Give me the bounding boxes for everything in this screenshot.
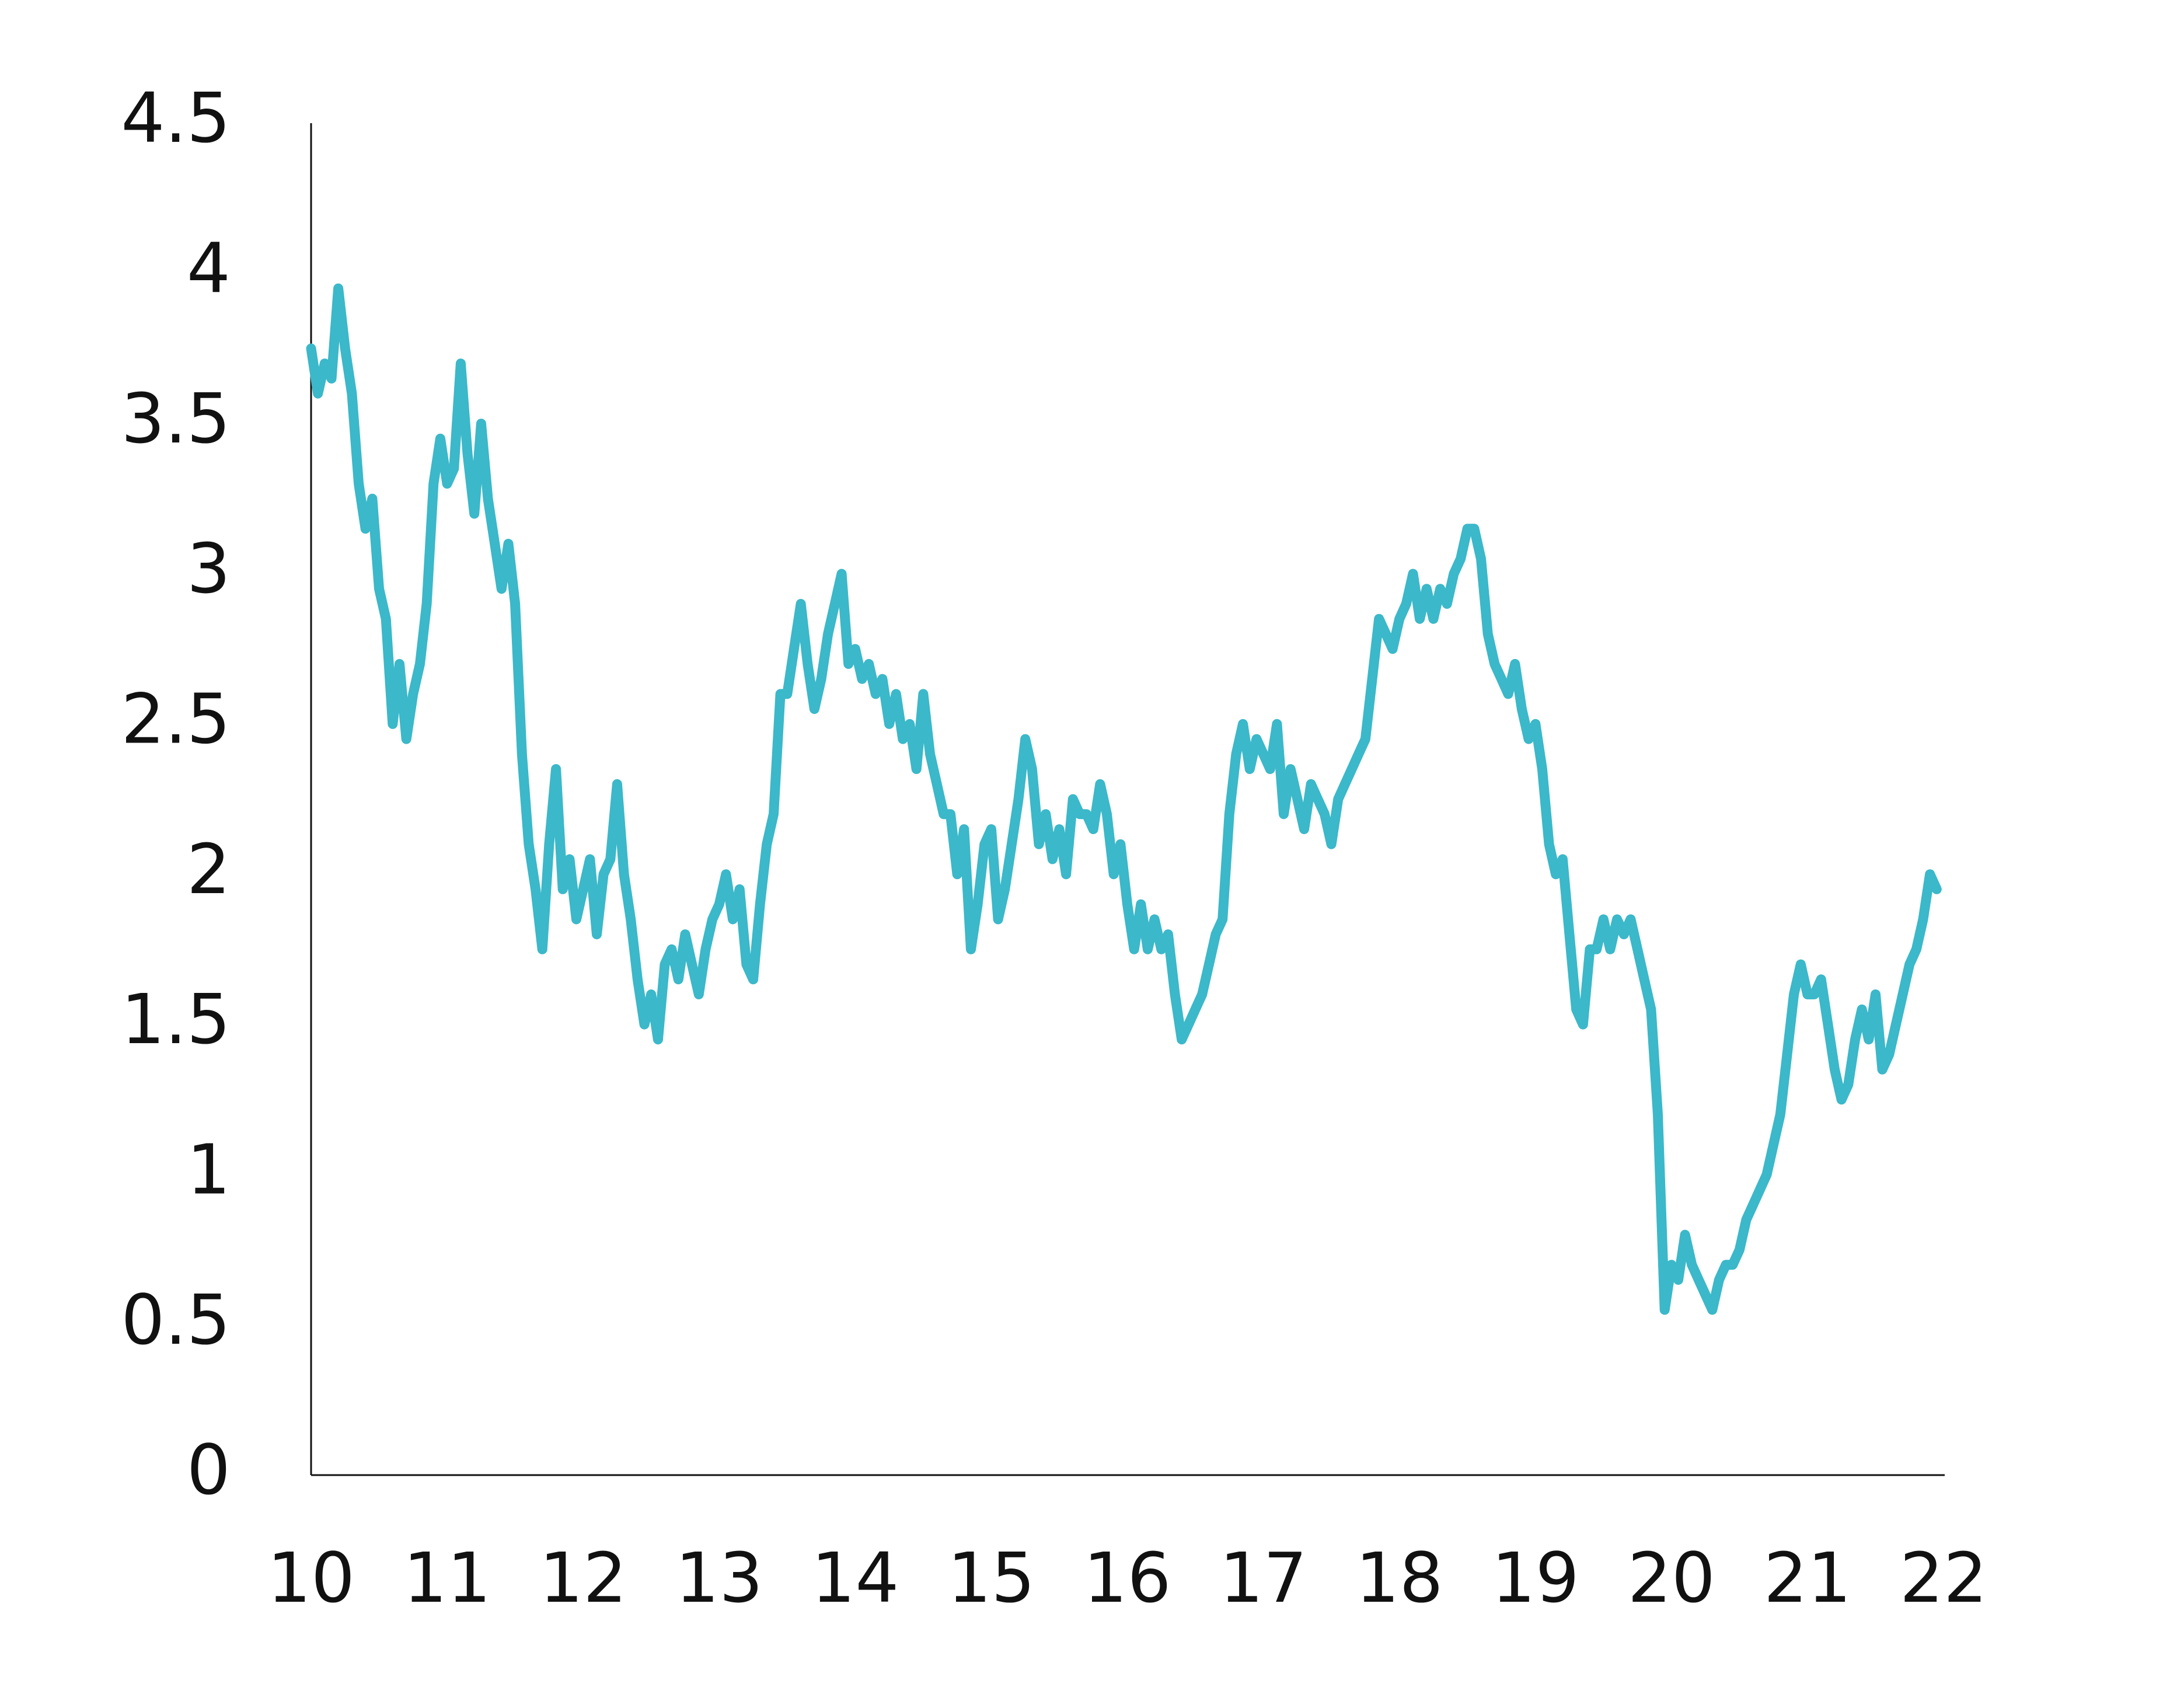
x-tick-label: 10	[267, 1538, 355, 1618]
x-tick-label: 15	[947, 1538, 1035, 1618]
x-tick-label: 13	[675, 1538, 763, 1618]
x-tick-label: 14	[811, 1538, 899, 1618]
x-tick-label: 18	[1356, 1538, 1443, 1618]
y-tick-label: 0.5	[121, 1280, 231, 1360]
y-tick-label: 4	[187, 228, 231, 309]
x-tick-label: 19	[1492, 1538, 1579, 1618]
y-tick-label: 0	[187, 1430, 231, 1510]
y-tick-label: 4.5	[121, 78, 231, 158]
x-tick-label: 12	[539, 1538, 627, 1618]
line-series	[306, 283, 1942, 1315]
x-tick-label: 11	[403, 1538, 491, 1618]
y-tick-label: 3.5	[121, 378, 231, 459]
y-tick-label: 2	[187, 829, 231, 909]
y-tick-label: 1.5	[121, 979, 231, 1059]
x-tick-label: 21	[1764, 1538, 1851, 1618]
x-tick-label: 22	[1900, 1538, 1987, 1618]
x-tick-label: 17	[1220, 1538, 1307, 1618]
x-tick-label: 20	[1628, 1538, 1715, 1618]
y-tick-label: 3	[187, 528, 231, 609]
y-tick-label: 1	[187, 1130, 231, 1210]
x-tick-label: 16	[1083, 1538, 1171, 1618]
y-tick-label: 2.5	[121, 679, 231, 759]
